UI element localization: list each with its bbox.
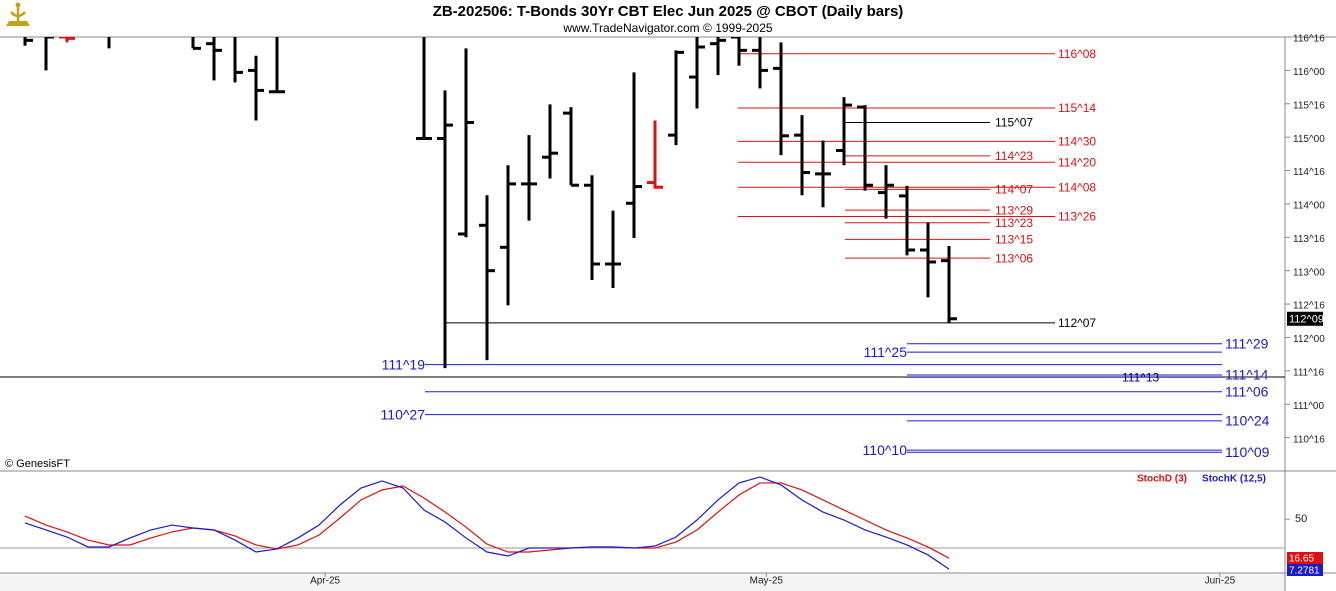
level-label: 113^26 — [1058, 210, 1096, 224]
level-label: 113^29 — [995, 203, 1033, 217]
y-tick-label: 113^16 — [1293, 234, 1325, 245]
level-label: 113^23 — [995, 216, 1033, 230]
last-value-label: 7.2781 — [1289, 566, 1320, 577]
level-label: 111^13 — [1122, 370, 1160, 384]
level-label: 113^06 — [995, 251, 1033, 265]
y-tick-label: 115^16 — [1293, 100, 1325, 111]
level-label: 111^25 — [864, 344, 908, 360]
x-tick-label: Jun-25 — [1205, 576, 1236, 587]
y-tick-label: 111^16 — [1293, 367, 1324, 378]
x-axis-strip — [0, 573, 1285, 591]
y-tick-label: 116^16 — [1293, 34, 1325, 45]
last-value-label: 16.65 — [1289, 554, 1314, 565]
last-value-box — [1287, 564, 1323, 576]
y-tick-label: 114^00 — [1293, 201, 1325, 212]
level-label: 112^07 — [1058, 316, 1096, 330]
stoch-line — [24, 482, 950, 559]
y-tick-label: 110^16 — [1293, 434, 1325, 445]
level-label: 111^14 — [1225, 367, 1269, 383]
level-label: 115^07 — [995, 116, 1033, 130]
level-label: 111^29 — [1225, 335, 1269, 351]
level-label: 110^09 — [1225, 444, 1270, 460]
level-label: 110^27 — [381, 406, 426, 422]
x-tick-label: May-25 — [750, 576, 784, 587]
y-tick-label: 112^00 — [1293, 334, 1325, 345]
level-label: 110^24 — [1225, 413, 1270, 429]
legend-entry: StochD (3) — [1137, 474, 1187, 485]
stoch-line — [24, 476, 950, 570]
y-tick-label: 112^16 — [1293, 301, 1325, 312]
source: © GenesisFT — [5, 458, 70, 470]
y-tick-label: 114^16 — [1293, 167, 1325, 178]
last-value-box — [1287, 552, 1323, 564]
y-tick-label: 115^00 — [1293, 134, 1325, 145]
y-tick-label: 113^00 — [1293, 267, 1325, 278]
level-label: 114^20 — [1058, 155, 1096, 169]
price-plot — [23, 37, 1222, 453]
x-tick-label: Apr-25 — [310, 576, 340, 587]
logo — [6, 2, 30, 26]
y-tick-label: 50 — [1295, 513, 1307, 525]
level-label: 113^15 — [995, 233, 1033, 247]
y-tick-label: 116^00 — [1293, 67, 1325, 78]
level-label: 111^19 — [382, 356, 426, 372]
last-price-label: 112^09 — [1289, 314, 1324, 326]
chart-title: ZB-202506: T-Bonds 30Yr CBT Elec Jun 202… — [433, 3, 904, 20]
last-price-box — [1287, 311, 1323, 326]
level-label: 114^23 — [995, 149, 1033, 163]
chart-subtitle: www.TradeNavigator.com © 1999-2025 — [562, 21, 772, 35]
level-label: 114^08 — [1058, 180, 1096, 194]
level-label: 115^14 — [1058, 101, 1096, 115]
level-label: 114^30 — [1058, 134, 1096, 148]
level-label: 114^07 — [995, 182, 1033, 196]
legend-entry: StochK (12,5) — [1202, 474, 1266, 485]
level-label: 116^08 — [1058, 47, 1096, 61]
y-tick-label: 111^00 — [1293, 401, 1324, 412]
level-label: 111^06 — [1225, 383, 1269, 399]
level-label: 110^10 — [863, 442, 908, 458]
